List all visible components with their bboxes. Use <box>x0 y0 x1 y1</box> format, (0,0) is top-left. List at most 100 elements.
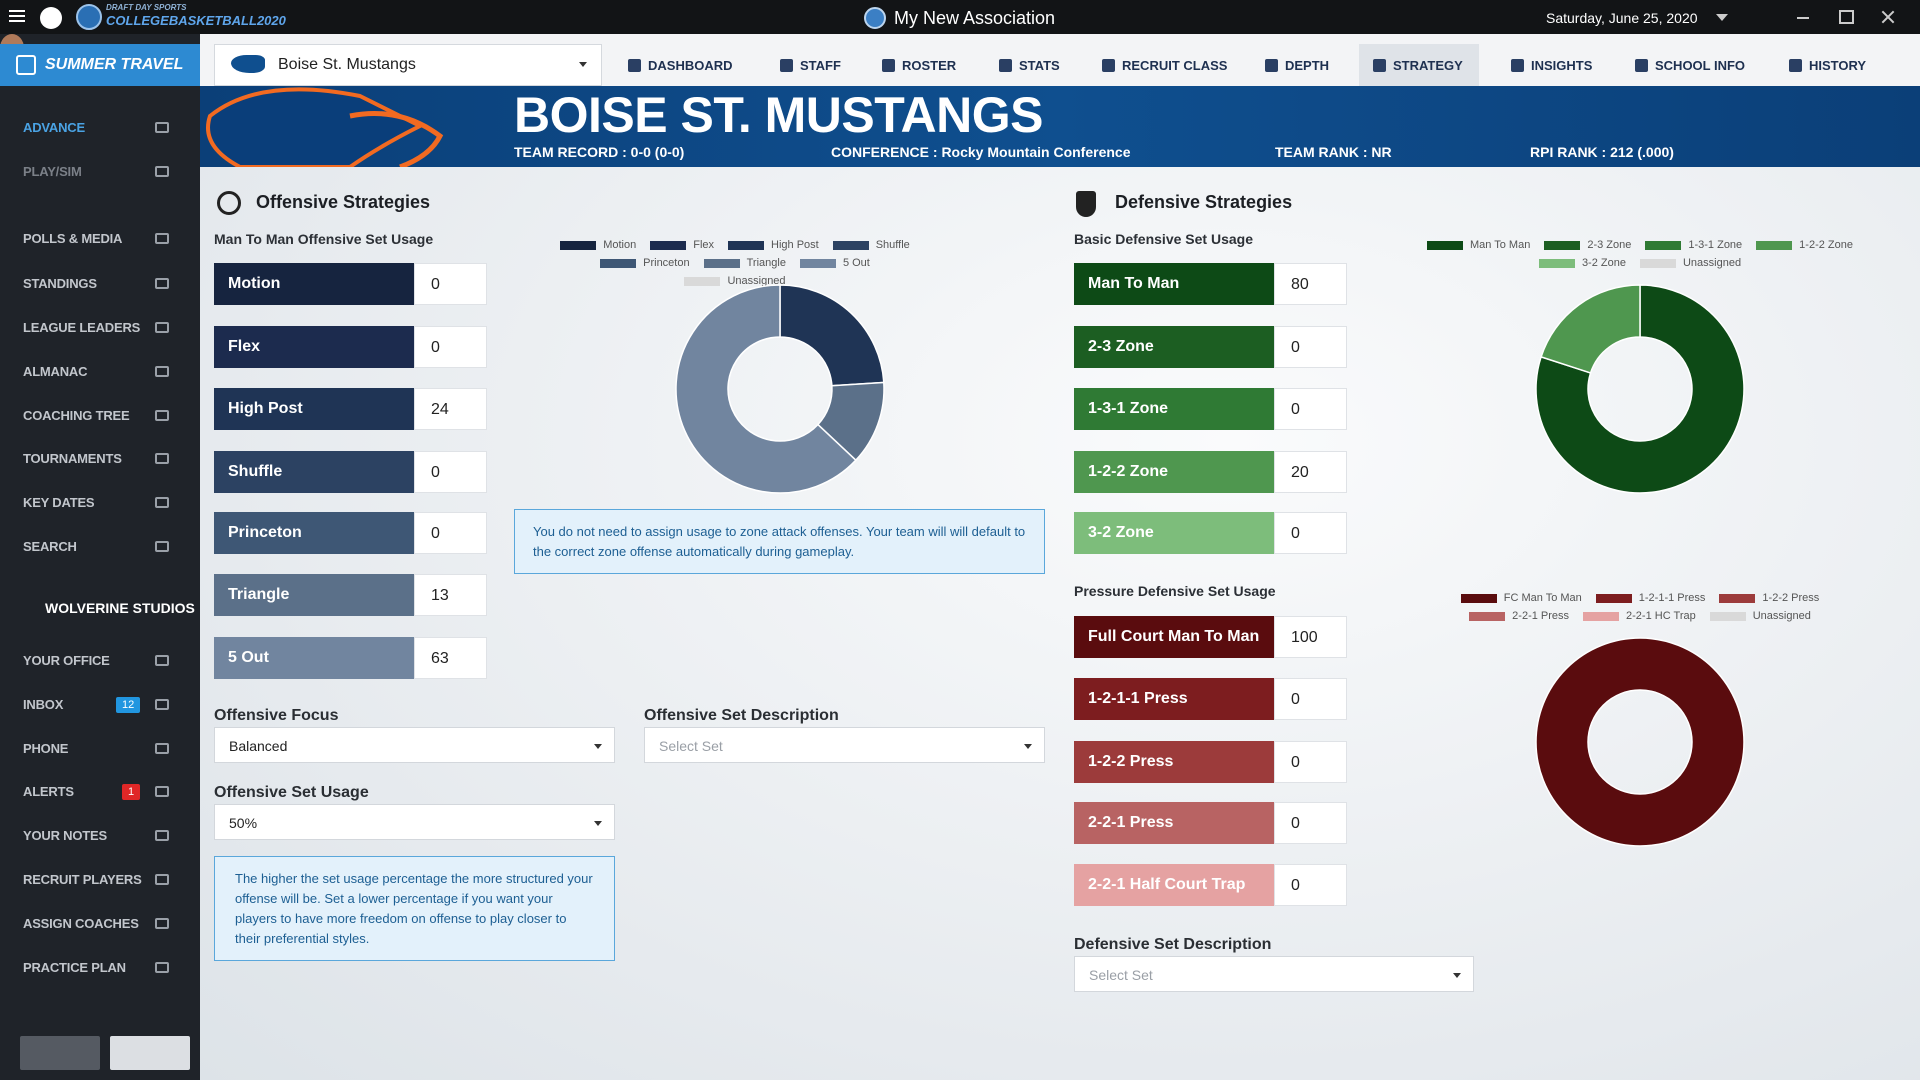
basic-usage-title: Basic Defensive Set Usage <box>1074 231 1253 247</box>
nav-tab[interactable]: STAFF <box>766 44 857 88</box>
office-item[interactable]: PRACTICE PLAN <box>23 960 126 975</box>
office-item[interactable]: INBOX <box>23 697 64 712</box>
nav-tab[interactable]: ROSTER <box>868 44 972 88</box>
set-value-input[interactable]: 0 <box>1274 388 1347 430</box>
defense-title: Defensive Strategies <box>1115 192 1293 212</box>
set-value-input[interactable]: 63 <box>414 637 487 679</box>
set-value-input[interactable]: 0 <box>1274 512 1347 554</box>
office-item[interactable]: ALERTS <box>23 784 74 799</box>
office-item[interactable]: PHONE <box>23 741 69 756</box>
association-name: My New Association <box>894 8 1056 28</box>
field-label: Defensive Set Description <box>1074 936 1272 953</box>
side-icon <box>155 830 169 841</box>
team-logo <box>231 55 265 73</box>
phase-header[interactable]: SUMMER TRAVEL <box>0 44 200 86</box>
legend-swatch <box>650 240 687 250</box>
legend-swatch <box>560 240 597 250</box>
legend-item: Unassigned <box>1709 610 1811 622</box>
league-item[interactable]: LEAGUE LEADERS <box>23 320 141 335</box>
league-item[interactable]: SEARCH <box>23 539 77 554</box>
menu-button[interactable] <box>9 10 25 12</box>
title-bar: DRAFT DAY SPORTS COLLEGEBASKETBALL2020 M… <box>0 0 1920 34</box>
set-label: High Post <box>214 388 414 430</box>
nav-tab[interactable]: STRATEGY <box>1359 44 1479 88</box>
nav-tab[interactable]: HISTORY <box>1775 44 1882 88</box>
league-item[interactable]: POLLS & MEDIA <box>23 231 123 246</box>
nav-tab[interactable]: SCHOOL INFO <box>1621 44 1761 88</box>
set-label: 1-2-2 Zone <box>1074 451 1274 493</box>
donut-slice <box>1540 284 1641 374</box>
nav-tab[interactable]: RECRUIT CLASS <box>1088 44 1243 88</box>
game-date: Saturday, June 25, 2020 <box>1546 10 1698 26</box>
set-label: 2-2-1 Press <box>1074 802 1274 844</box>
nav-tab[interactable]: DEPTH <box>1251 44 1345 88</box>
restore-button[interactable] <box>1839 10 1854 24</box>
office-item[interactable]: YOUR OFFICE <box>23 653 110 668</box>
set-label: Flex <box>214 326 414 368</box>
league-item[interactable]: ALMANAC <box>23 364 88 379</box>
minimize-button[interactable] <box>1797 17 1809 19</box>
league-item[interactable]: TOURNAMENTS <box>23 451 122 466</box>
donut-slice <box>675 284 857 494</box>
set-value-input[interactable]: 0 <box>1274 741 1347 783</box>
office-item[interactable]: YOUR NOTES <box>23 828 107 843</box>
legend-item: Unassigned <box>1639 257 1741 269</box>
legend-item: FC Man To Man <box>1460 592 1582 604</box>
nav-tab[interactable]: DASHBOARD <box>614 44 749 88</box>
side-icon <box>155 410 169 421</box>
legend-swatch <box>1538 258 1575 268</box>
league-item[interactable]: COACHING TREE <box>23 408 130 423</box>
set-value-input[interactable]: 24 <box>414 388 487 430</box>
team-rank: TEAM RANK : NR <box>1275 144 1392 160</box>
legend-item: Flex <box>650 239 714 251</box>
game-item[interactable]: ADVANCE <box>23 120 85 135</box>
set-label: 1-2-2 Press <box>1074 741 1274 783</box>
dropdown-button[interactable] <box>1716 14 1728 27</box>
office-item[interactable]: ASSIGN COACHES <box>23 916 139 931</box>
profile-button[interactable] <box>20 1036 100 1070</box>
set-value-input[interactable]: 0 <box>414 451 487 493</box>
set-value-input[interactable]: 0 <box>1274 326 1347 368</box>
side-icon <box>155 322 169 333</box>
game-item[interactable]: PLAY/SIM <box>23 164 82 179</box>
side-icon <box>155 497 169 508</box>
legend-label: 3-2 Zone <box>1581 257 1626 269</box>
set-value-input[interactable]: 80 <box>1274 263 1347 305</box>
legend-label: Triangle <box>746 257 786 269</box>
settings-button[interactable] <box>110 1036 190 1070</box>
league-item[interactable]: STANDINGS <box>23 276 97 291</box>
legend-swatch <box>684 276 721 286</box>
back-button[interactable] <box>40 7 62 29</box>
offense-description-dropdown[interactable]: Select Set <box>644 727 1045 763</box>
set-value-input[interactable]: 0 <box>414 326 487 368</box>
set-value-input[interactable]: 0 <box>1274 802 1347 844</box>
legend-item: 1-3-1 Zone <box>1645 239 1742 251</box>
nav-tab[interactable]: STATS <box>985 44 1076 88</box>
nav-tab[interactable]: INSIGHTS <box>1497 44 1608 88</box>
legend-label: Man To Man <box>1470 239 1531 251</box>
set-value-input[interactable]: 20 <box>1274 451 1347 493</box>
set-value-input[interactable]: 13 <box>414 574 487 616</box>
studio-name: WOLVERINE STUDIOS <box>45 600 195 616</box>
set-value-input[interactable]: 0 <box>1274 678 1347 720</box>
rpi-rank: RPI RANK : 212 (.000) <box>1530 144 1674 160</box>
team-selector[interactable]: Boise St. Mustangs <box>214 44 602 86</box>
set-value-input[interactable]: 100 <box>1274 616 1347 658</box>
set-value-input[interactable]: 0 <box>414 263 487 305</box>
legend-swatch <box>1719 593 1756 603</box>
defense-description-dropdown[interactable]: Select Set <box>1074 956 1474 992</box>
legend-swatch <box>1639 258 1676 268</box>
side-icon <box>155 699 169 710</box>
legend-label: Unassigned <box>1752 610 1811 622</box>
legend: Motion Flex High Post Shuffle Princeton Trian… <box>540 239 930 287</box>
offense-focus-dropdown[interactable]: Balanced <box>214 727 615 763</box>
zone-note: You do not need to assign usage to zone … <box>514 509 1045 574</box>
league-item[interactable]: KEY DATES <box>23 495 95 510</box>
set-value-input[interactable]: 0 <box>1274 864 1347 906</box>
set-value-input[interactable]: 0 <box>414 512 487 554</box>
legend-label: 2-2-1 Press <box>1512 610 1570 622</box>
office-item[interactable]: RECRUIT PLAYERS <box>23 872 142 887</box>
offense-usage-dropdown[interactable]: 50% <box>214 804 615 840</box>
legend-swatch <box>1709 611 1746 621</box>
